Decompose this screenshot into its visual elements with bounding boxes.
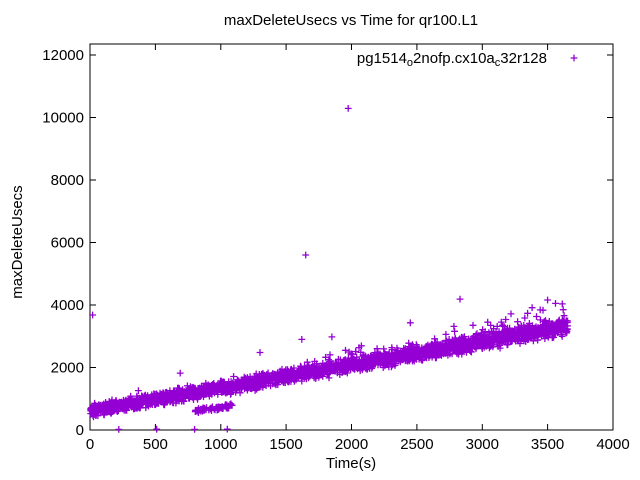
x-tick-label: 2500 [400, 436, 433, 453]
y-tick-label: 12000 [42, 47, 84, 64]
legend-series-label: pg1514o2nofp.cx10ac32r128 [357, 50, 547, 69]
plot-border [89, 43, 614, 431]
x-axis-label: Time(s) [326, 455, 376, 472]
x-tick-label: 2000 [335, 436, 368, 453]
legend: pg1514o2nofp.cx10ac32r128 [357, 50, 578, 69]
x-axis-tick-labels: 0 500 1000 1500 2000 2500 3000 3500 4000 [86, 436, 630, 453]
y-tick-label: 2000 [51, 360, 84, 377]
x-tick-label: 4000 [596, 436, 629, 453]
x-tick-label: 3000 [466, 436, 499, 453]
y-tick-label: 0 [76, 422, 84, 439]
y-tick-label: 8000 [51, 172, 84, 189]
x-tick-label: 1500 [269, 436, 302, 453]
y-tick-label: 4000 [51, 297, 84, 314]
y-tick-label: 10000 [42, 110, 84, 127]
scatter-series-points [87, 105, 571, 433]
chart-title: maxDeleteUsecs vs Time for qr100.L1 [224, 12, 478, 29]
y-axis-tick-labels: 0 2000 4000 6000 8000 10000 12000 [42, 47, 84, 439]
y-axis-label: maxDeleteUsecs [9, 185, 26, 298]
axis-tick-marks [89, 44, 614, 431]
x-tick-label: 1000 [204, 436, 237, 453]
x-tick-label: 0 [86, 436, 94, 453]
x-tick-label: 500 [143, 436, 168, 453]
legend-plus-marker-icon [570, 54, 578, 62]
x-tick-label: 3500 [531, 436, 564, 453]
y-tick-label: 6000 [51, 235, 84, 252]
